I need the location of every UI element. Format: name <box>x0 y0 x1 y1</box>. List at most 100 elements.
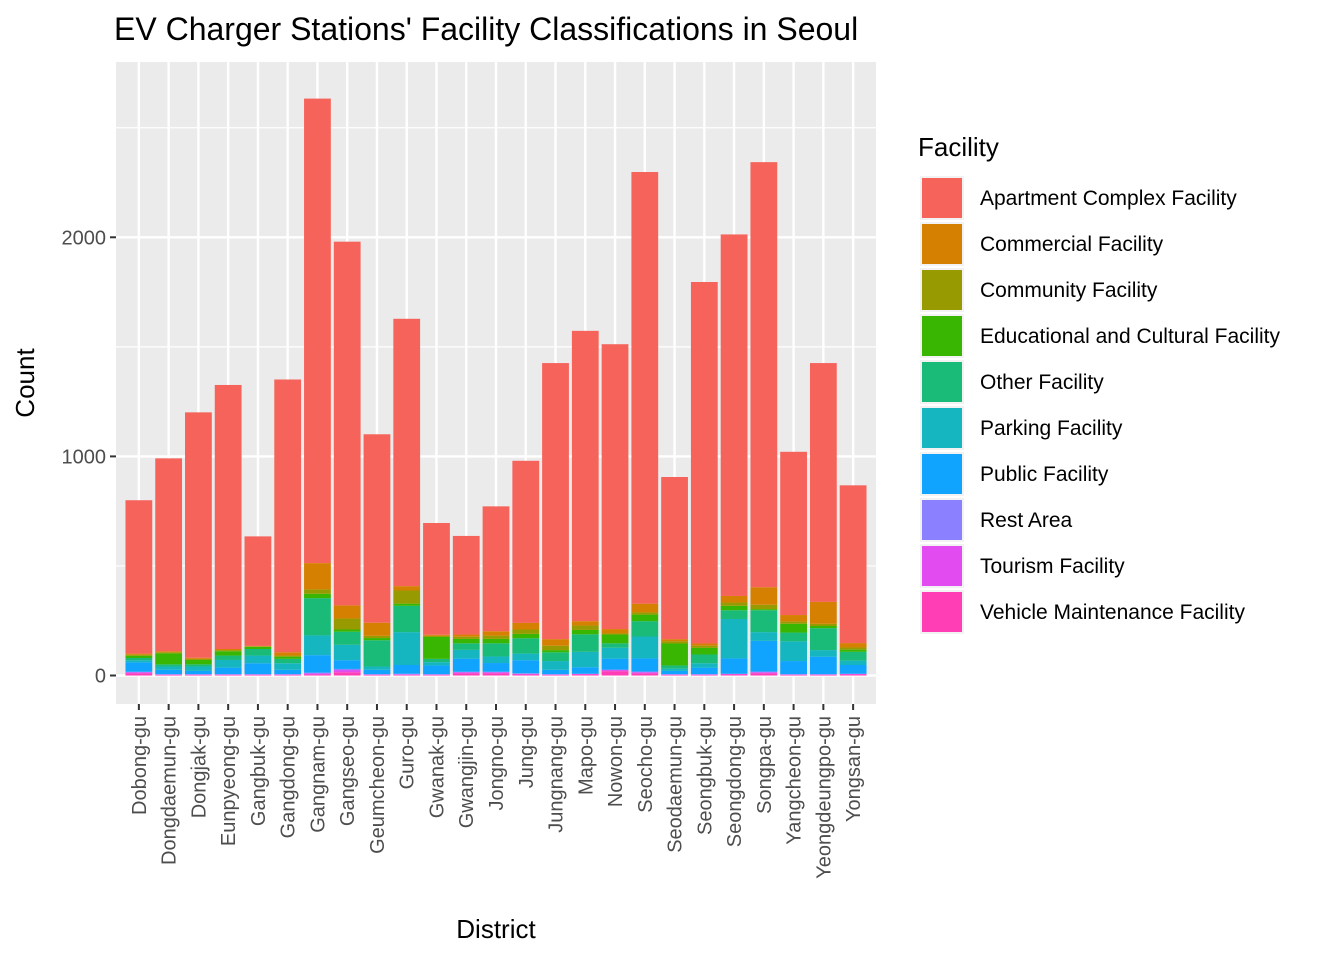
x-tick-label: Gangnam-gu <box>307 716 329 833</box>
bar-segment-other-facility <box>512 638 539 653</box>
bar-segment-commercial-facility <box>661 639 688 641</box>
y-tick-label: 0 <box>95 666 106 688</box>
bar-segment-commercial-facility <box>334 605 361 618</box>
bar-segment-vehicle-maintenance-facility <box>215 675 242 676</box>
bar-segment-vehicle-maintenance-facility <box>572 674 599 675</box>
x-tick-label: Jongno-gu <box>486 716 508 811</box>
bar-segment-apartment-complex-facility <box>483 506 510 631</box>
bar-segment-parking-facility <box>423 662 450 665</box>
bar-segment-community-facility <box>602 633 629 634</box>
bar-segment-educational-and-cultural-facility <box>840 650 867 652</box>
bar-segment-tourism-facility <box>125 672 152 673</box>
bar-segment-educational-and-cultural-facility <box>542 650 569 652</box>
bar-segment-community-facility <box>721 603 748 606</box>
bar-segment-rest-area <box>631 672 658 673</box>
bar-segment-other-facility <box>334 632 361 645</box>
bar-segment-public-facility <box>721 658 748 673</box>
legend-label-tourism-facility: Tourism Facility <box>980 555 1125 578</box>
legend-title: Facility <box>918 132 999 162</box>
bar-segment-parking-facility <box>215 660 242 668</box>
bar-segment-public-facility <box>512 660 539 673</box>
bar-segment-apartment-complex-facility <box>274 379 301 652</box>
bar-segment-public-facility <box>572 667 599 674</box>
bar-segment-vehicle-maintenance-facility <box>512 674 539 675</box>
bar-segment-vehicle-maintenance-facility <box>304 674 331 675</box>
bar-segment-community-facility <box>185 659 212 660</box>
bar-segment-public-facility <box>691 668 718 675</box>
bar-segment-vehicle-maintenance-facility <box>691 675 718 676</box>
chart-title: EV Charger Stations' Facility Classifica… <box>114 11 858 47</box>
x-tick-label: Yeongdeungpo-gu <box>813 716 835 879</box>
legend-label-vehicle-maintenance-facility: Vehicle Maintenance Facility <box>980 601 1245 624</box>
bar-segment-apartment-complex-facility <box>721 234 748 596</box>
bar-segment-commercial-facility <box>542 639 569 646</box>
x-tick-label: Dongjak-gu <box>188 716 210 818</box>
bar-segment-parking-facility <box>125 660 152 662</box>
x-tick-label: Guro-gu <box>397 716 419 789</box>
bar-segment-community-facility <box>483 636 510 639</box>
bar-segment-public-facility <box>304 655 331 673</box>
bar-segment-commercial-facility <box>840 643 867 647</box>
bar-segment-apartment-complex-facility <box>602 344 629 629</box>
bar-segment-public-facility <box>602 659 629 670</box>
x-tick-label: Seodaemun-gu <box>665 716 687 853</box>
legend-label-educational-and-cultural-facility: Educational and Cultural Facility <box>980 325 1280 348</box>
bar-segment-educational-and-cultural-facility <box>780 624 807 633</box>
bar-segment-vehicle-maintenance-facility <box>750 673 777 675</box>
bar-segment-other-facility <box>393 606 420 632</box>
bar-segment-other-facility <box>155 664 182 666</box>
bar-segment-parking-facility <box>483 656 510 663</box>
bar-segment-parking-facility <box>393 632 420 665</box>
bar-segment-apartment-complex-facility <box>423 523 450 635</box>
bar-segment-other-facility <box>572 634 599 652</box>
bar-segment-other-facility <box>274 659 301 663</box>
bar-segment-commercial-facility <box>780 615 807 622</box>
bar-segment-parking-facility <box>602 648 629 659</box>
bar-segment-tourism-facility <box>483 672 510 673</box>
bar-segment-educational-and-cultural-facility <box>572 630 599 634</box>
bar-segment-vehicle-maintenance-facility <box>453 673 480 675</box>
bar-segment-vehicle-maintenance-facility <box>155 675 182 676</box>
bar-segment-commercial-facility <box>304 563 331 589</box>
x-tick-label: Seongbuk-gu <box>694 716 716 835</box>
bar-segment-apartment-complex-facility <box>453 536 480 635</box>
x-tick-label: Dobong-gu <box>129 716 151 815</box>
bar-segment-parking-facility <box>542 661 569 670</box>
bar-segment-community-facility <box>423 636 450 637</box>
bar-segment-educational-and-cultural-facility <box>602 635 629 644</box>
bar-segment-apartment-complex-facility <box>245 536 272 646</box>
bar-segment-public-facility <box>661 671 688 674</box>
bar-segment-educational-and-cultural-facility <box>721 606 748 610</box>
bar-segment-apartment-complex-facility <box>155 458 182 651</box>
bar-segment-public-facility <box>750 641 777 672</box>
bar-segment-public-facility <box>215 668 242 675</box>
bar-segment-rest-area <box>334 669 361 670</box>
bar-segment-vehicle-maintenance-facility <box>542 675 569 676</box>
bar-segment-parking-facility <box>631 637 658 659</box>
bar-segment-commercial-facility <box>423 635 450 636</box>
bar-segment-tourism-facility <box>334 670 361 672</box>
bar-segment-apartment-complex-facility <box>512 461 539 623</box>
bar-segment-commercial-facility <box>393 586 420 590</box>
bar-segment-vehicle-maintenance-facility <box>810 675 837 676</box>
bar-segment-community-facility <box>334 619 361 630</box>
bar-segment-educational-and-cultural-facility <box>155 653 182 664</box>
bar-segment-community-facility <box>661 641 688 643</box>
bar-segment-community-facility <box>750 605 777 609</box>
bar-segment-vehicle-maintenance-facility <box>125 673 152 675</box>
bar-segment-rest-area <box>304 673 331 674</box>
bar-segment-commercial-facility <box>125 654 152 655</box>
x-tick-label: Eunpyeong-gu <box>218 716 240 846</box>
bar-segment-commercial-facility <box>691 644 718 646</box>
bar-segment-educational-and-cultural-facility <box>423 637 450 659</box>
bar-segment-parking-facility <box>780 641 807 661</box>
bar-segment-other-facility <box>661 665 688 668</box>
bar-segment-parking-facility <box>274 663 301 670</box>
bar-segment-apartment-complex-facility <box>750 162 777 587</box>
bar-segment-other-facility <box>810 628 837 650</box>
bar-segment-commercial-facility <box>721 596 748 603</box>
bar-segment-community-facility <box>780 622 807 624</box>
x-tick-label: Gwanak-gu <box>426 716 448 818</box>
